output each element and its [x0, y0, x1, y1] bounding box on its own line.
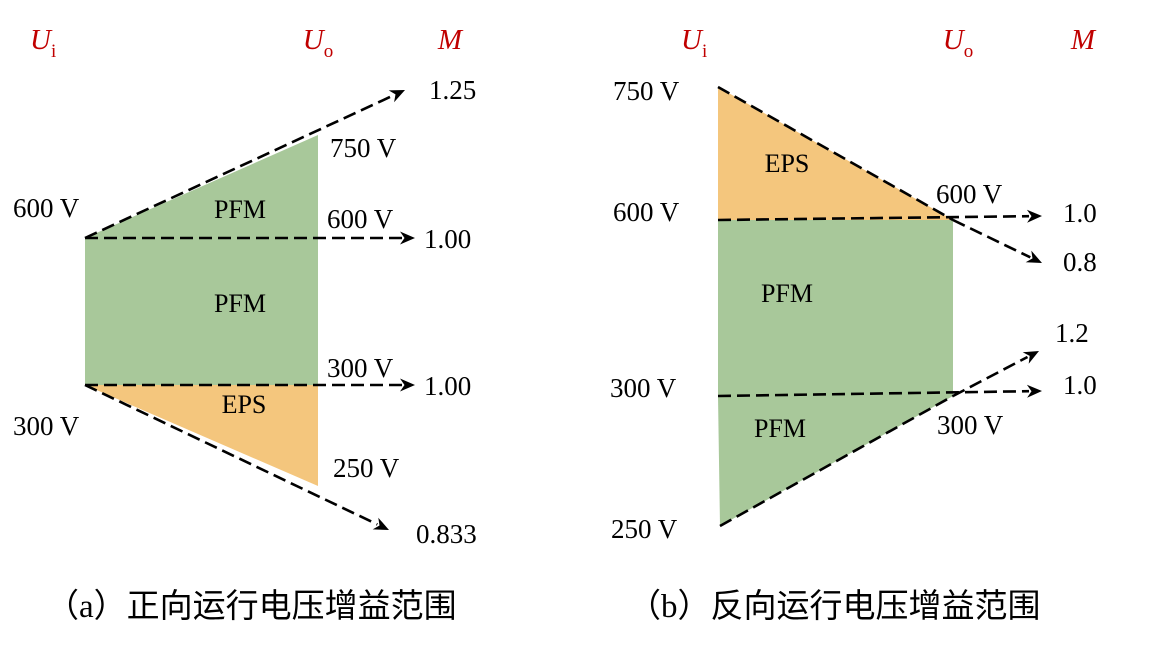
svg-text:600 V: 600 V — [13, 193, 80, 223]
svg-text:300 V: 300 V — [937, 410, 1004, 440]
svg-text:1.0: 1.0 — [1063, 370, 1097, 400]
svg-text:600 V: 600 V — [936, 179, 1003, 209]
svg-text:Uo: Uo — [943, 24, 973, 62]
svg-text:（b）反向运行电压增益范围: （b）反向运行电压增益范围 — [628, 588, 1041, 625]
svg-text:M: M — [1070, 24, 1097, 56]
svg-text:300 V: 300 V — [327, 353, 394, 383]
svg-text:750 V: 750 V — [330, 133, 397, 163]
svg-text:PFM: PFM — [761, 279, 813, 308]
svg-text:300 V: 300 V — [610, 373, 677, 403]
svg-text:1.2: 1.2 — [1055, 318, 1089, 348]
svg-text:PFM: PFM — [214, 195, 266, 224]
svg-text:750 V: 750 V — [613, 76, 680, 106]
svg-text:300 V: 300 V — [13, 411, 80, 441]
svg-text:600 V: 600 V — [327, 204, 394, 234]
svg-text:Ui: Ui — [30, 24, 56, 62]
svg-text:250 V: 250 V — [333, 453, 400, 483]
svg-text:1.0: 1.0 — [1063, 198, 1097, 228]
svg-text:Uo: Uo — [303, 24, 333, 62]
svg-text:0.8: 0.8 — [1063, 247, 1097, 277]
svg-text:PFM: PFM — [754, 414, 806, 443]
svg-text:Ui: Ui — [681, 24, 707, 62]
svg-text:EPS: EPS — [765, 149, 810, 178]
svg-text:1.00: 1.00 — [424, 371, 471, 401]
svg-text:EPS: EPS — [222, 390, 267, 419]
svg-text:0.833: 0.833 — [416, 519, 477, 549]
svg-text:PFM: PFM — [214, 289, 266, 318]
svg-text:1.00: 1.00 — [424, 224, 471, 254]
svg-text:M: M — [437, 24, 464, 56]
svg-text:（a）正向运行电压增益范围: （a）正向运行电压增益范围 — [46, 588, 457, 625]
svg-text:250 V: 250 V — [611, 514, 678, 544]
svg-text:600 V: 600 V — [613, 197, 680, 227]
svg-text:1.25: 1.25 — [429, 75, 476, 105]
